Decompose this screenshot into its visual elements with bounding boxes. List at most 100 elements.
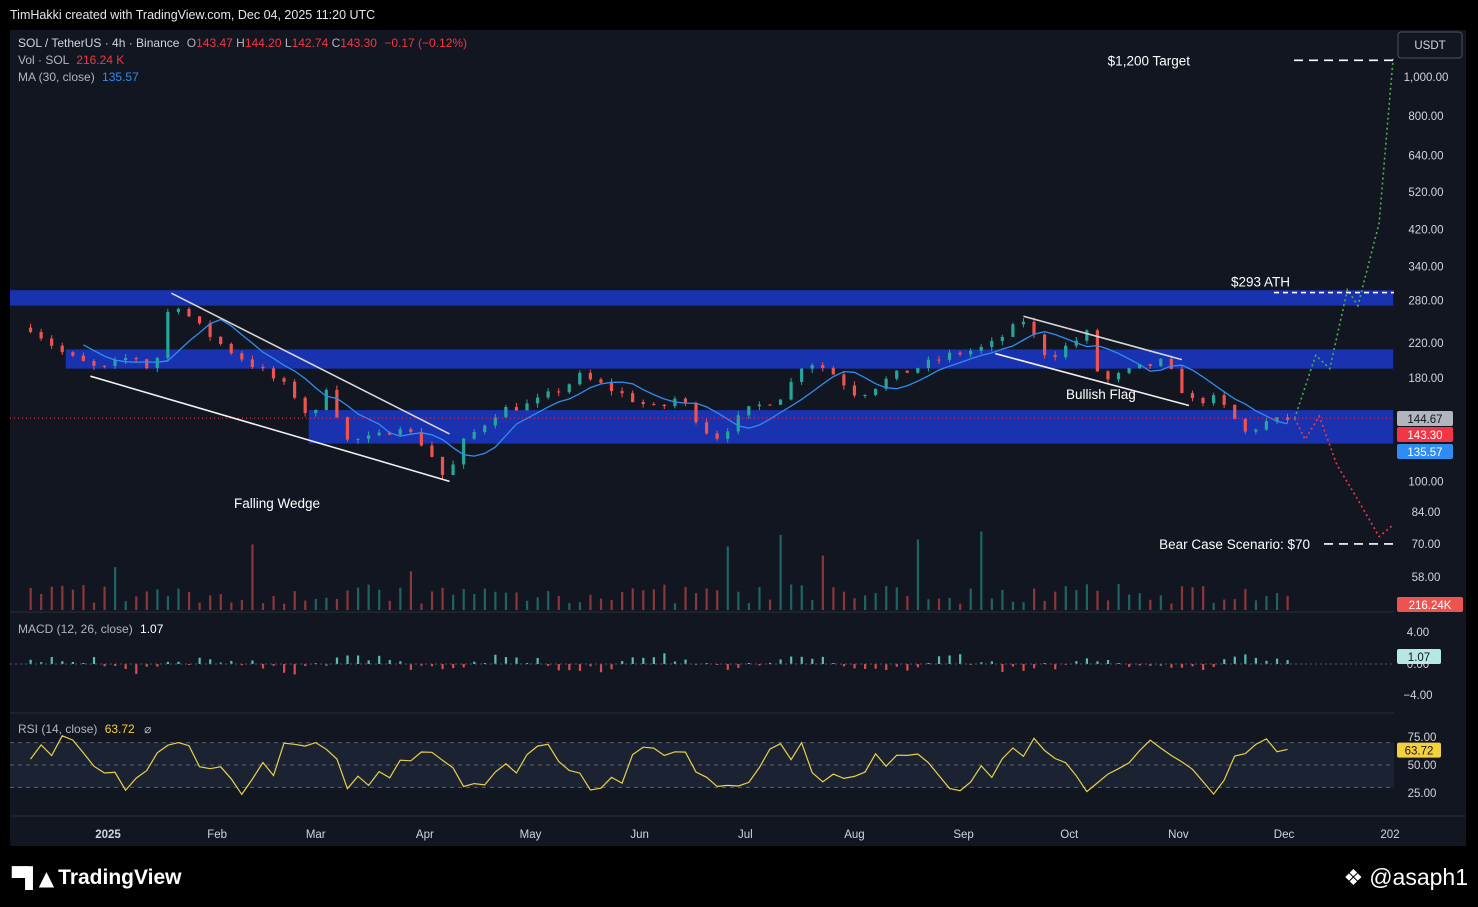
volume-legend[interactable]: Vol · SOL 216.24 K (18, 53, 124, 67)
macd-bar (209, 659, 212, 664)
time-tick-label: Oct (1060, 829, 1079, 841)
candle-body (1169, 358, 1173, 369)
macd-bar (1011, 664, 1015, 667)
volume-bar (874, 593, 877, 610)
macd-bar (716, 664, 719, 665)
volume-label: Vol · SOL (18, 53, 69, 67)
candle-body (1159, 358, 1163, 366)
macd-bar (948, 655, 951, 664)
candle-body (1064, 345, 1068, 357)
chart-area[interactable]: Falling Wedge Bullish Flag $1,200 Target $2… (10, 30, 1466, 846)
symbol-legend[interactable]: SOL / TetherUS · 4h · Binance O143.47 H1… (18, 36, 467, 50)
tradingview-logo-icon: ▀▌▲ (12, 866, 54, 890)
hidden-eye-icon[interactable]: ⌀ (144, 722, 152, 736)
macd-bar (726, 664, 729, 670)
volume-bar (293, 591, 296, 610)
candle-body (831, 368, 835, 375)
volume-bar (1170, 603, 1173, 610)
candle-body (821, 364, 825, 369)
candle-body (229, 343, 233, 354)
volume-bar (145, 591, 148, 610)
macd-bar (578, 664, 582, 671)
price-tag-label: 135.57 (1407, 447, 1442, 459)
volume-bar (1254, 600, 1258, 610)
candle-body (134, 357, 138, 360)
candle-body (1127, 368, 1131, 374)
bull-scenario-path (1293, 58, 1394, 419)
macd-bar (367, 660, 370, 664)
macd-bar (494, 654, 497, 664)
macd-tag-box (1397, 649, 1441, 664)
pattern-upper-trendline (171, 292, 450, 435)
volume-bar (367, 584, 370, 610)
candle-body (905, 370, 909, 373)
candle-body (1011, 324, 1015, 337)
volume-bar (716, 590, 719, 610)
macd-bar (219, 662, 222, 664)
ma-legend[interactable]: MA (30, close) 135.57 (18, 70, 139, 84)
volume-bar (758, 587, 761, 610)
macd-legend[interactable]: MACD (12, 26, close) 1.07 (18, 622, 163, 636)
rsi-legend[interactable]: RSI (14, close) 63.72 ⌀ (18, 722, 151, 736)
macd-bar (790, 656, 793, 664)
candle-body (620, 391, 624, 394)
time-tick-label: Apr (416, 829, 434, 841)
candle-body (599, 379, 603, 383)
change-value: −0.17 (−0.12%) (384, 36, 468, 50)
volume-bar (990, 598, 993, 610)
macd-bar (895, 664, 898, 667)
macd-bar (1202, 664, 1205, 670)
rsi-line (30, 735, 1288, 796)
rsi-tag-label: 63.72 (1405, 746, 1434, 758)
candle-body (884, 378, 888, 389)
candle-body (546, 391, 550, 398)
symbol-name[interactable]: SOL / TetherUS · 4h · Binance (18, 36, 180, 50)
candle-body (1190, 393, 1195, 399)
macd-bar (378, 655, 381, 664)
bear-scenario-path (1293, 414, 1394, 538)
macd-bar (1149, 664, 1152, 666)
candle-body (409, 429, 413, 432)
price-tick-label: 100.00 (1408, 476, 1443, 488)
volume-bar (885, 586, 888, 610)
chart-svg[interactable]: Falling Wedge Bullish Flag $1,200 Target $2… (10, 30, 1466, 846)
support-resistance-zone (65, 349, 1394, 369)
candle-body (588, 372, 592, 380)
candle-body (1180, 368, 1184, 394)
time-tick-label: May (520, 829, 542, 841)
volume-bar (483, 588, 486, 610)
candle-body (261, 366, 265, 369)
macd-bar (1022, 664, 1025, 671)
macd-bar (990, 661, 993, 664)
candle-body (303, 397, 307, 414)
author-handle: ❖ @asaph1 (1343, 864, 1468, 891)
candle-body (567, 384, 571, 393)
tradingview-logo[interactable]: ▀▌▲ TradingView (12, 866, 181, 890)
time-tick-label: Mar (306, 829, 326, 841)
candle-body (39, 332, 43, 339)
macd-bar (906, 664, 909, 671)
candle-body (124, 357, 128, 361)
volume-bar (768, 599, 772, 610)
candle-body (662, 404, 666, 407)
macd-bar (388, 660, 391, 664)
volume-bar (832, 587, 835, 610)
macd-bar (82, 663, 85, 664)
candle-body (873, 388, 878, 396)
candle-body (514, 406, 519, 411)
volume-bar (684, 586, 687, 610)
volume-bar (272, 595, 275, 610)
candle-body (1042, 334, 1047, 356)
time-tick-label: 2025 (95, 829, 121, 841)
candle-body (1211, 395, 1216, 404)
candle-body (1116, 373, 1121, 380)
candle-body (694, 402, 698, 423)
volume-bar (821, 555, 824, 610)
rsi-tick-label: 75.00 (1408, 732, 1437, 744)
macd-bar (483, 663, 486, 664)
volume-bar (737, 591, 740, 610)
candle-body (778, 399, 783, 405)
candle-body (852, 385, 857, 396)
candle-body (366, 435, 371, 439)
open-label: O (186, 36, 197, 50)
